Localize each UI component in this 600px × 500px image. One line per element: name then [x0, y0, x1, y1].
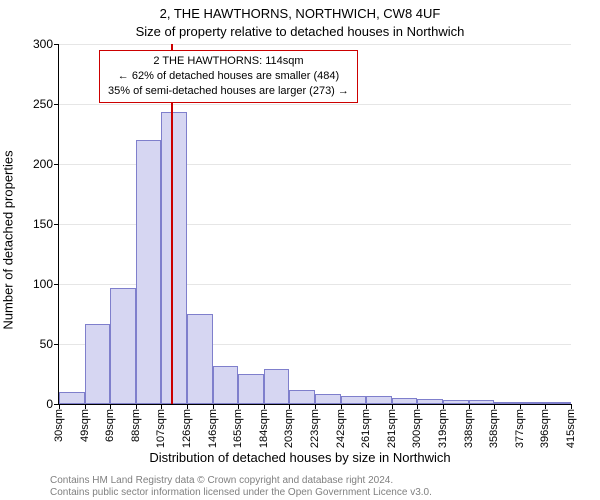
ytick-mark [54, 164, 59, 165]
ytick-label: 100 [33, 277, 53, 291]
xtick-label: 126sqm [181, 409, 193, 448]
ytick-label: 300 [33, 37, 53, 51]
ytick-label: 200 [33, 157, 53, 171]
xtick-label: 300sqm [411, 409, 423, 448]
xtick-label: 338sqm [463, 409, 475, 448]
chart-container: 2, THE HAWTHORNS, NORTHWICH, CW8 4UF Siz… [0, 0, 600, 500]
grid-line [59, 104, 571, 105]
xtick-label: 223sqm [309, 409, 321, 448]
histogram-bar [545, 402, 571, 404]
xtick-label: 358sqm [488, 409, 500, 448]
histogram-bar [494, 402, 520, 404]
x-axis-label: Distribution of detached houses by size … [0, 450, 600, 465]
histogram-bar [187, 314, 213, 404]
histogram-bar [161, 112, 187, 404]
y-axis-label: Number of detached properties [1, 150, 16, 329]
xtick-label: 165sqm [232, 409, 244, 448]
xtick-label: 281sqm [386, 409, 398, 448]
footnote-licence: Contains public sector information licen… [50, 487, 432, 498]
histogram-bar [341, 396, 367, 404]
chart-title-line2: Size of property relative to detached ho… [0, 24, 600, 39]
xtick-label: 146sqm [207, 409, 219, 448]
annotation-line2: ← 62% of detached houses are smaller (48… [108, 69, 349, 84]
histogram-bar [136, 140, 162, 404]
xtick-label: 30sqm [53, 409, 65, 442]
ytick-mark [54, 284, 59, 285]
ytick-label: 250 [33, 97, 53, 111]
histogram-bar [469, 400, 495, 404]
xtick-label: 377sqm [514, 409, 526, 448]
histogram-bar [85, 324, 111, 404]
histogram-bar [443, 400, 469, 404]
ytick-label: 0 [46, 397, 53, 411]
annotation-line3: 35% of semi-detached houses are larger (… [108, 84, 349, 99]
xtick-label: 88sqm [130, 409, 142, 442]
chart-title-line1: 2, THE HAWTHORNS, NORTHWICH, CW8 4UF [0, 6, 600, 21]
histogram-bar [59, 392, 85, 404]
ytick-mark [54, 344, 59, 345]
ytick-label: 50 [40, 337, 53, 351]
histogram-bar [366, 396, 392, 404]
xtick-label: 396sqm [539, 409, 551, 448]
xtick-label: 261sqm [360, 409, 372, 448]
annotation-box: 2 THE HAWTHORNS: 114sqm ← 62% of detache… [99, 50, 358, 103]
histogram-bar [520, 402, 546, 404]
ytick-label: 150 [33, 217, 53, 231]
histogram-bar [315, 394, 341, 404]
histogram-bar [110, 288, 136, 404]
ytick-mark [54, 44, 59, 45]
plot-area: 05010015020025030030sqm49sqm69sqm88sqm10… [58, 44, 571, 405]
xtick-label: 107sqm [155, 409, 167, 448]
histogram-bar [289, 390, 315, 404]
xtick-label: 69sqm [104, 409, 116, 442]
xtick-label: 242sqm [335, 409, 347, 448]
footnote-copyright: Contains HM Land Registry data © Crown c… [50, 475, 393, 486]
xtick-label: 49sqm [79, 409, 91, 442]
xtick-label: 415sqm [565, 409, 577, 448]
histogram-bar [417, 399, 443, 404]
xtick-label: 319sqm [437, 409, 449, 448]
histogram-bar [264, 369, 290, 404]
ytick-mark [54, 224, 59, 225]
histogram-bar [238, 374, 264, 404]
grid-line [59, 44, 571, 45]
xtick-label: 184sqm [258, 409, 270, 448]
annotation-line1: 2 THE HAWTHORNS: 114sqm [108, 54, 349, 69]
ytick-mark [54, 104, 59, 105]
histogram-bar [392, 398, 418, 404]
xtick-label: 203sqm [283, 409, 295, 448]
histogram-bar [213, 366, 239, 404]
